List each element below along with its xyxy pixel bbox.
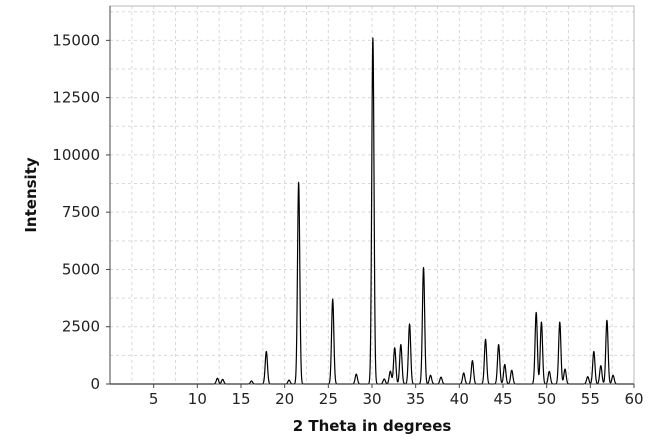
y-axis-title: Intensity: [22, 157, 40, 233]
peak-point: [409, 323, 410, 324]
peak-point: [511, 370, 512, 371]
peak-point: [217, 378, 218, 379]
peak-point: [485, 339, 486, 340]
peak-point: [384, 378, 385, 379]
peak-point: [593, 351, 594, 352]
y-tick-label: 12500: [52, 89, 100, 107]
peak-point: [536, 312, 537, 313]
peak-point: [564, 369, 565, 370]
y-tick-label: 2500: [62, 318, 100, 336]
peak-point: [251, 380, 252, 381]
peak-point: [612, 375, 613, 376]
peak-point: [541, 322, 542, 323]
peak-point: [332, 299, 333, 300]
peak-point: [423, 267, 424, 268]
x-tick-label: 55: [581, 390, 600, 408]
peak-point: [606, 320, 607, 321]
x-tick-label: 60: [624, 390, 643, 408]
peak-point: [559, 322, 560, 323]
peak-point: [222, 379, 223, 380]
peak-point: [440, 377, 441, 378]
y-tick-label: 7500: [62, 203, 100, 221]
x-tick-label: 20: [275, 390, 294, 408]
x-tick-label: 5: [149, 390, 159, 408]
x-tick-label: 10: [188, 390, 207, 408]
peak-point: [463, 372, 464, 373]
grid-lines: [110, 6, 634, 384]
y-tick-label: 10000: [52, 146, 100, 164]
y-tick-label: 5000: [62, 260, 100, 278]
x-axis-title: 2 Theta in degrees: [293, 417, 452, 435]
peak-point: [390, 371, 391, 372]
y-ticks: 0 2500 5000 7500 10000 12500 15000: [52, 31, 110, 393]
peak-point: [356, 374, 357, 375]
x-tick-label: 30: [362, 390, 381, 408]
peak-point: [430, 375, 431, 376]
peak-point: [600, 365, 601, 366]
x-tick-label: 45: [493, 390, 512, 408]
y-tick-label: 15000: [52, 31, 100, 49]
x-tick-label: 40: [450, 390, 469, 408]
peak-point: [394, 347, 395, 348]
x-tick-label: 35: [406, 390, 425, 408]
peak-point: [288, 380, 289, 381]
peak-point: [504, 364, 505, 365]
peak-point: [372, 37, 373, 38]
y-tick-label: 0: [90, 375, 100, 393]
x-ticks: 5 10 15 20 25 30 35 40 45 50 55 60: [149, 384, 644, 408]
peak-point: [298, 182, 299, 183]
x-tick-label: 15: [231, 390, 250, 408]
peak-point: [587, 376, 588, 377]
x-tick-label: 50: [537, 390, 556, 408]
peak-point: [472, 360, 473, 361]
x-tick-label: 25: [319, 390, 338, 408]
peak-point: [400, 344, 401, 345]
peak-point: [549, 371, 550, 372]
peak-point: [266, 351, 267, 352]
peak-point: [498, 344, 499, 345]
